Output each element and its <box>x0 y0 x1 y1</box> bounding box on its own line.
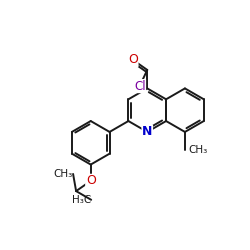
Text: O: O <box>128 54 138 66</box>
Text: N: N <box>142 126 152 138</box>
Text: CH₃: CH₃ <box>54 169 73 179</box>
Text: CH₃: CH₃ <box>188 145 208 155</box>
Text: Cl: Cl <box>134 80 145 92</box>
Text: H₃C: H₃C <box>72 195 91 205</box>
Text: O: O <box>86 174 96 187</box>
